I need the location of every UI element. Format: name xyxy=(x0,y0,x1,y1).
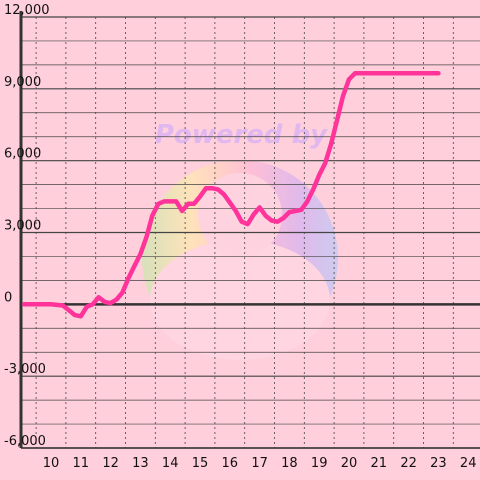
y-tick-label: -6,000 xyxy=(4,434,46,449)
watermark: Powered by xyxy=(142,120,338,360)
x-tick-label: 20 xyxy=(341,456,358,471)
x-tick-label: 18 xyxy=(281,456,298,471)
x-tick-label: 19 xyxy=(311,456,328,471)
x-tick-label: 15 xyxy=(192,456,209,471)
x-tick-label: 17 xyxy=(251,456,268,471)
x-tick-label: 22 xyxy=(400,456,417,471)
x-tick-label: 12 xyxy=(102,456,119,471)
x-tick-label: 11 xyxy=(73,456,90,471)
chart-axes xyxy=(19,11,480,449)
watermark-text: Powered by xyxy=(155,120,328,150)
x-tick-label: 16 xyxy=(222,456,239,471)
y-tick-label: 12,000 xyxy=(4,3,50,18)
x-tick-label: 14 xyxy=(162,456,179,471)
x-tick-label: 24 xyxy=(460,456,477,471)
series-line xyxy=(21,71,441,319)
y-tick-label: -3,000 xyxy=(4,362,46,377)
x-tick-label: 21 xyxy=(371,456,388,471)
y-axis-ticks: -6,000 -3,000 0 3,000 6,000 9,000 12,000 xyxy=(4,3,50,449)
y-tick-label: 6,000 xyxy=(4,147,41,162)
chart-series xyxy=(21,71,441,319)
x-tick-label: 13 xyxy=(132,456,149,471)
x-tick-label: 23 xyxy=(430,456,447,471)
watermark-figure xyxy=(150,240,330,360)
x-tick-label: 10 xyxy=(43,456,60,471)
y-tick-label: 0 xyxy=(4,290,12,305)
y-tick-label: 9,000 xyxy=(4,75,41,90)
x-axis-ticks: 10 11 12 13 14 15 16 17 18 19 20 21 22 23 24 xyxy=(43,456,477,471)
y-tick-label: 3,000 xyxy=(4,219,41,234)
